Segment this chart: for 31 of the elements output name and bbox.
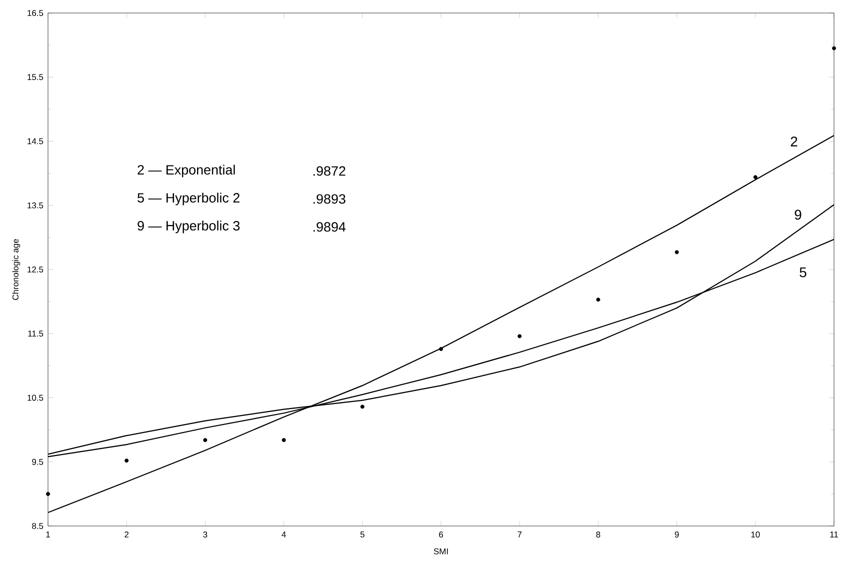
x-tick-label: 6	[439, 532, 443, 538]
y-axis-title: Chronologic age	[12, 239, 20, 300]
y-tick-label: 16.5	[28, 10, 44, 16]
x-tick-label: 4	[282, 532, 286, 538]
annotation: 9 — Hyperbolic 3	[138, 220, 240, 234]
series-label: 9	[794, 210, 802, 220]
annotation: 5 — Hyperbolic 2	[138, 192, 240, 206]
x-tick-label: 2	[124, 532, 129, 538]
x-tick-label: 11	[830, 532, 838, 538]
x-tick-label: 5	[360, 532, 364, 538]
y-tick-label: 11.5	[28, 330, 44, 337]
y-tick-label: 13.5	[28, 202, 44, 208]
x-tick-label: 9	[674, 532, 679, 538]
annotation: .9893	[314, 194, 346, 204]
x-axis-title: SMI	[434, 548, 448, 554]
y-tick-label: 9.5	[32, 458, 44, 465]
y-tick-label: 15.5	[28, 74, 44, 80]
x-tick-label: 8	[596, 532, 600, 538]
annotation: .9894	[314, 222, 346, 232]
y-tick-label: 8.5	[32, 523, 44, 529]
x-tick-label: 1	[46, 532, 50, 538]
y-tick-label: 10.5	[28, 394, 44, 401]
series-label: 5	[800, 267, 806, 278]
x-tick-label: 3	[203, 532, 208, 538]
y-tick-label: 14.5	[28, 138, 44, 144]
series-label: 2	[790, 136, 798, 146]
x-tick-label: 10	[751, 532, 760, 538]
x-tick-label: 7	[518, 532, 522, 538]
annotation: .9872	[314, 166, 346, 176]
annotation: 2 — Exponential	[138, 164, 235, 178]
y-tick-label: 12.5	[28, 266, 44, 272]
